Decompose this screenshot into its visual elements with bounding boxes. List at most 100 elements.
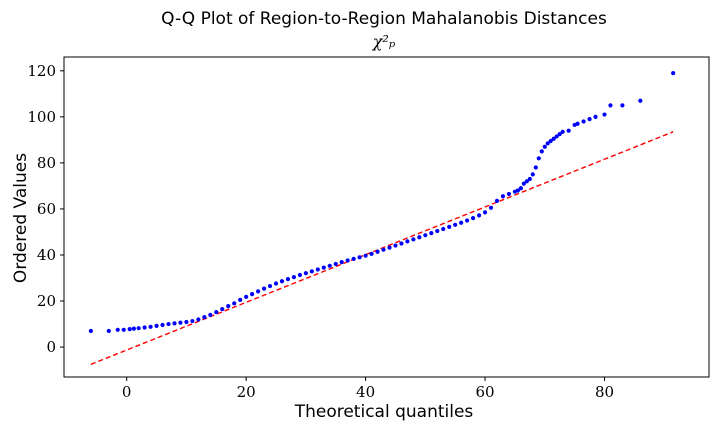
data-point bbox=[575, 121, 580, 126]
data-point bbox=[587, 117, 592, 122]
data-point bbox=[542, 144, 547, 149]
data-point bbox=[172, 321, 177, 326]
data-point bbox=[393, 243, 398, 248]
data-point bbox=[327, 263, 332, 268]
x-axis-label: Theoretical quantiles bbox=[294, 402, 474, 422]
data-point bbox=[267, 283, 273, 289]
data-point bbox=[548, 138, 553, 144]
data-point bbox=[121, 327, 126, 332]
chart-title: Q-Q Plot of Region-to-Region Mahalanobis… bbox=[161, 9, 607, 29]
data-point bbox=[273, 281, 279, 286]
data-point bbox=[309, 269, 314, 274]
data-point bbox=[220, 306, 225, 312]
data-point bbox=[238, 297, 243, 302]
data-point bbox=[214, 309, 219, 315]
data-point bbox=[524, 179, 529, 184]
x-tick-label: 60 bbox=[475, 383, 494, 401]
x-axis-ticks: 0 20 40 60 80 bbox=[122, 377, 614, 401]
data-point bbox=[127, 327, 132, 332]
data-point bbox=[136, 326, 141, 331]
chart-subtitle: χ²ₚ bbox=[372, 32, 396, 51]
data-point bbox=[208, 312, 213, 317]
data-point bbox=[148, 324, 153, 329]
data-point bbox=[518, 186, 523, 191]
x-tick-label: 20 bbox=[237, 383, 256, 401]
y-tick-label: 0 bbox=[46, 338, 56, 356]
data-point bbox=[250, 292, 255, 297]
y-axis-label: Ordered Values bbox=[11, 153, 31, 283]
data-point bbox=[297, 272, 303, 278]
data-point bbox=[291, 274, 297, 280]
data-point bbox=[581, 119, 586, 124]
data-point bbox=[476, 213, 482, 218]
y-tick-label: 40 bbox=[37, 246, 56, 264]
data-point bbox=[321, 265, 326, 270]
data-point bbox=[521, 181, 526, 186]
data-point bbox=[106, 328, 111, 334]
y-tick-label: 80 bbox=[37, 154, 56, 172]
data-point bbox=[539, 149, 544, 154]
reference-line bbox=[90, 131, 674, 365]
data-point bbox=[488, 205, 494, 210]
data-point bbox=[196, 317, 201, 322]
data-point bbox=[620, 103, 625, 108]
y-tick-label: 100 bbox=[27, 108, 56, 126]
data-point bbox=[441, 226, 446, 232]
data-point bbox=[405, 239, 410, 244]
data-point bbox=[465, 218, 470, 223]
data-point bbox=[226, 303, 231, 309]
data-point bbox=[166, 321, 171, 327]
y-tick-label: 60 bbox=[37, 200, 56, 218]
data-point bbox=[351, 256, 356, 261]
x-tick-label: 40 bbox=[356, 383, 375, 401]
data-point bbox=[375, 249, 380, 254]
data-point bbox=[536, 156, 541, 161]
data-point bbox=[447, 224, 452, 229]
data-point bbox=[333, 261, 338, 267]
data-point bbox=[482, 210, 488, 215]
data-point bbox=[345, 258, 350, 263]
data-points-layer bbox=[88, 71, 676, 334]
data-point bbox=[232, 301, 237, 306]
data-point bbox=[554, 134, 559, 139]
data-point bbox=[315, 267, 320, 272]
data-point bbox=[202, 315, 207, 320]
data-point bbox=[303, 271, 308, 276]
data-point bbox=[411, 237, 416, 242]
data-point bbox=[608, 103, 613, 108]
data-point bbox=[593, 114, 598, 119]
data-point bbox=[423, 233, 428, 238]
data-point bbox=[459, 220, 464, 225]
data-point bbox=[500, 194, 506, 199]
data-point bbox=[671, 71, 676, 76]
data-point bbox=[154, 323, 159, 328]
data-point bbox=[399, 241, 404, 246]
data-point bbox=[515, 188, 520, 193]
data-point bbox=[160, 322, 165, 328]
data-point bbox=[381, 247, 386, 252]
data-point bbox=[545, 141, 550, 146]
data-point bbox=[602, 112, 607, 117]
y-tick-label: 120 bbox=[27, 62, 56, 80]
data-point bbox=[178, 320, 183, 325]
y-axis-ticks: 0 20 40 60 80 100 120 bbox=[27, 62, 64, 356]
x-tick-label: 80 bbox=[595, 383, 614, 401]
data-point bbox=[190, 318, 195, 324]
data-point bbox=[244, 294, 249, 299]
data-point bbox=[494, 198, 500, 203]
data-point bbox=[387, 245, 392, 250]
x-tick-label: 0 bbox=[122, 383, 132, 401]
data-point bbox=[285, 277, 291, 282]
reference-line-layer bbox=[90, 131, 674, 365]
data-point bbox=[551, 136, 556, 141]
data-point bbox=[530, 172, 535, 177]
data-point bbox=[363, 253, 368, 258]
data-point bbox=[506, 191, 512, 197]
data-point bbox=[435, 228, 440, 234]
data-point bbox=[131, 326, 136, 331]
data-point bbox=[279, 279, 285, 284]
data-point bbox=[357, 255, 362, 260]
data-point bbox=[261, 286, 267, 291]
data-point bbox=[339, 260, 344, 265]
